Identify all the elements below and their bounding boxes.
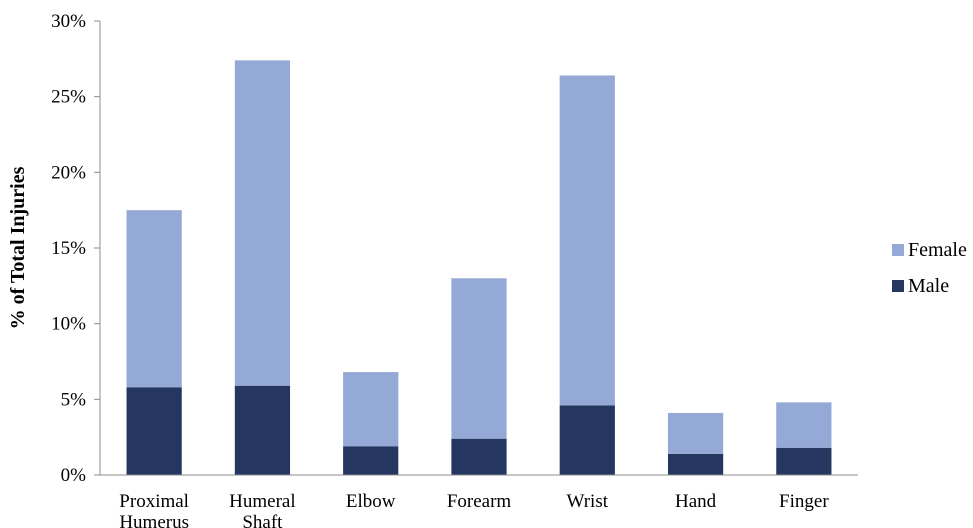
legend-swatch-male xyxy=(892,280,904,292)
y-axis-tick-labels: 0% 5% 10% 15% 20% 25% 30% xyxy=(51,11,86,486)
legend: Female Male xyxy=(892,239,967,297)
x-tick-label: Wrist xyxy=(567,491,609,512)
y-tick-label: 15% xyxy=(51,238,86,259)
legend-swatch-female xyxy=(892,244,904,256)
bar-male-proximal-humerus xyxy=(126,387,182,475)
y-tick-label: 20% xyxy=(51,162,86,183)
y-tick-label: 0% xyxy=(61,465,87,486)
bar-male-hand xyxy=(667,453,724,475)
bar-female-forearm xyxy=(451,278,507,439)
bar-female-finger xyxy=(776,402,832,448)
y-tick-label: 5% xyxy=(61,389,87,410)
bar-female-wrist xyxy=(559,75,615,406)
y-axis-title: % of Total Injuries xyxy=(7,166,29,329)
bar-female-humeral-shaft xyxy=(234,60,291,386)
y-tick-label: 10% xyxy=(51,314,86,335)
x-tick-label: Proximal Humerus xyxy=(119,491,189,528)
bar-male-finger xyxy=(776,447,832,475)
bar-female-elbow xyxy=(343,372,399,447)
x-tick-label: Elbow xyxy=(346,491,396,512)
bar-male-wrist xyxy=(559,405,615,475)
bar-male-elbow xyxy=(343,446,399,475)
x-tick-label: Humeral Shaft xyxy=(229,491,295,528)
bar-male-humeral-shaft xyxy=(234,385,291,475)
y-tick-label: 25% xyxy=(51,87,86,108)
bar-female-hand xyxy=(667,412,724,454)
bar-male-forearm xyxy=(451,438,507,475)
bar-female-proximal-humerus xyxy=(126,210,182,388)
y-tick-label: 30% xyxy=(51,11,86,32)
x-axis-tick-labels: Proximal Humerus Humeral Shaft Elbow Forearm W… xyxy=(119,491,829,528)
bars xyxy=(126,60,832,475)
x-tick-label: Finger xyxy=(779,491,829,512)
y-axis-ticks xyxy=(94,20,100,476)
x-tick-label: Forearm xyxy=(447,491,512,512)
x-tick-label: Hand xyxy=(675,491,717,512)
legend-label-female: Female xyxy=(908,239,967,261)
legend-label-male: Male xyxy=(908,275,949,297)
